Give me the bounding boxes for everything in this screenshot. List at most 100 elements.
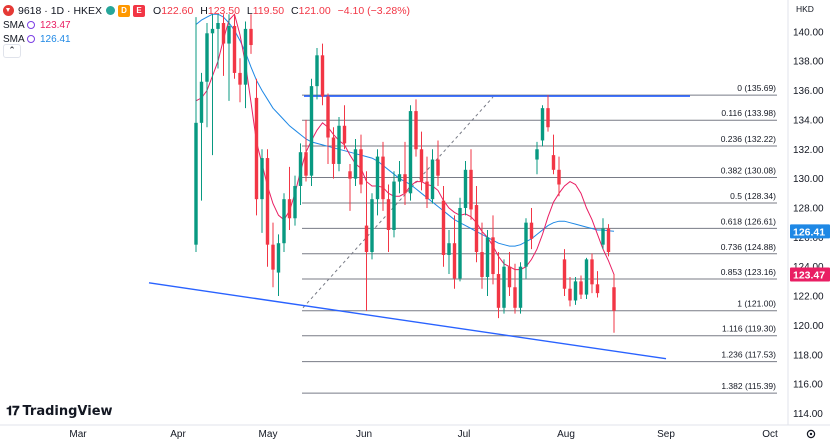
candle-body: [403, 174, 407, 194]
fib-level-label: 0.853 (123.16): [721, 267, 776, 277]
candle-body: [320, 55, 325, 97]
current-price-label: 126.41: [793, 226, 825, 238]
candle-body: [408, 111, 413, 194]
current-price-label: 123.47: [793, 269, 825, 281]
symbol-logo-icon: [3, 5, 14, 16]
price-tick-label: 140.00: [793, 27, 824, 38]
candle-body: [232, 25, 237, 73]
fib-level-label: 0.5 (128.34): [730, 191, 776, 201]
candle-body: [194, 122, 198, 245]
dividend-badge[interactable]: D: [118, 4, 131, 17]
currency-label: HKD: [796, 4, 814, 14]
candle-body: [359, 149, 363, 185]
candle-body: [419, 149, 424, 182]
price-tick-label: 120.00: [793, 321, 824, 332]
price-tick-label: 128.00: [793, 203, 824, 214]
candle-body: [254, 97, 259, 200]
candle-body: [337, 125, 341, 164]
candle-body: [568, 288, 572, 301]
time-axis[interactable]: Mar Apr May Jun Jul Aug Sep Oct: [0, 424, 830, 440]
time-tick-label: May: [259, 429, 278, 440]
fib-level-label: 0 (135.69): [737, 83, 776, 93]
tradingview-logo[interactable]: 𝟏𝟕 TradingView: [6, 404, 113, 419]
candle-body: [606, 228, 611, 253]
candle-body: [221, 23, 226, 44]
fib-level-label: 1.116 (119.30): [722, 324, 776, 334]
candle-body: [265, 158, 270, 245]
price-tick-label: 138.00: [793, 57, 824, 68]
candle-body: [199, 81, 204, 123]
candle-body: [304, 152, 308, 176]
candle-body: [353, 149, 358, 179]
earnings-badge[interactable]: E: [133, 4, 146, 17]
candle-body: [430, 159, 435, 200]
candle-body: [298, 152, 303, 186]
candle-body: [287, 199, 292, 219]
time-tick-label: Aug: [557, 429, 575, 440]
sma-slow-line: [195, 13, 615, 247]
candle-body: [441, 200, 446, 255]
candle-body: [293, 185, 297, 219]
candle-body: [612, 287, 616, 311]
indicator-sma-2[interactable]: SMA 126.41: [3, 33, 71, 45]
open-value: 122.60: [161, 4, 194, 17]
candle-body: [309, 86, 314, 176]
sma-2-value: 126.41: [40, 33, 71, 45]
candle-body: [584, 259, 589, 295]
settings-icon[interactable]: [27, 35, 35, 43]
gear-icon-ring: [806, 429, 816, 439]
candle-body: [491, 237, 495, 275]
fib-anchor-line[interactable]: [302, 96, 494, 309]
candle-body: [326, 96, 330, 138]
candle-body: [205, 33, 209, 82]
candle-body: [238, 72, 242, 85]
fib-level-label: 1.382 (115.39): [721, 381, 776, 391]
candle-body: [540, 108, 545, 141]
candle-body: [452, 243, 457, 279]
fibonacci-extension[interactable]: 0 (135.69) 0.116 (133.98) 0.236 (132.22) 0.…: [302, 83, 777, 394]
time-tick-label: Jul: [458, 429, 471, 440]
fib-level-label: 0.382 (130.08): [721, 165, 776, 175]
settings-icon[interactable]: [27, 21, 35, 29]
candle-body: [447, 243, 451, 255]
chevron-up-icon[interactable]: ⌃: [3, 44, 21, 58]
current-price-badge[interactable]: [790, 224, 830, 239]
candle-body: [249, 28, 253, 46]
candle-body: [535, 149, 539, 160]
candle-body: [496, 274, 501, 308]
candle-body: [524, 222, 528, 267]
price-tick-label: 132.00: [793, 145, 824, 156]
current-price-badge[interactable]: [790, 267, 830, 282]
candle-body: [216, 23, 220, 29]
candle-body: [458, 207, 462, 279]
candle-body: [557, 169, 561, 185]
candle-body: [474, 205, 479, 253]
candlesticks: [194, 14, 616, 333]
price-axis[interactable]: HKD114.00116.00118.00120.00122.00124.001…: [787, 0, 830, 425]
price-tick-label: 122.00: [793, 292, 824, 303]
symbol-title[interactable]: 9618 · 1D · HKEX: [18, 4, 103, 17]
close-value: 121.00: [298, 4, 331, 17]
fib-level-label: 0.116 (133.98): [721, 108, 776, 118]
candle-body: [469, 169, 473, 210]
candle-body: [282, 199, 286, 244]
candle-body: [375, 156, 380, 200]
candle-body: [315, 55, 319, 87]
candle-body: [392, 181, 396, 230]
time-tick-label: Mar: [69, 429, 87, 440]
candle-body: [595, 284, 600, 294]
candle-body: [562, 259, 567, 289]
price-tick-label: 116.00: [793, 380, 823, 391]
candle-body: [271, 244, 275, 270]
fib-level-label: 0.736 (124.88): [721, 242, 776, 252]
indicator-sma-1[interactable]: SMA 123.47: [3, 19, 71, 31]
gear-icon-hub: [809, 432, 813, 436]
gear-icon[interactable]: [806, 429, 816, 439]
candle-body: [529, 222, 534, 239]
trendlines[interactable]: [148, 95, 690, 360]
price-tick-label: 114.00: [793, 409, 823, 420]
descending-trendline[interactable]: [148, 282, 667, 360]
price-tick-label: 118.00: [793, 350, 823, 361]
candle-body: [485, 237, 490, 277]
